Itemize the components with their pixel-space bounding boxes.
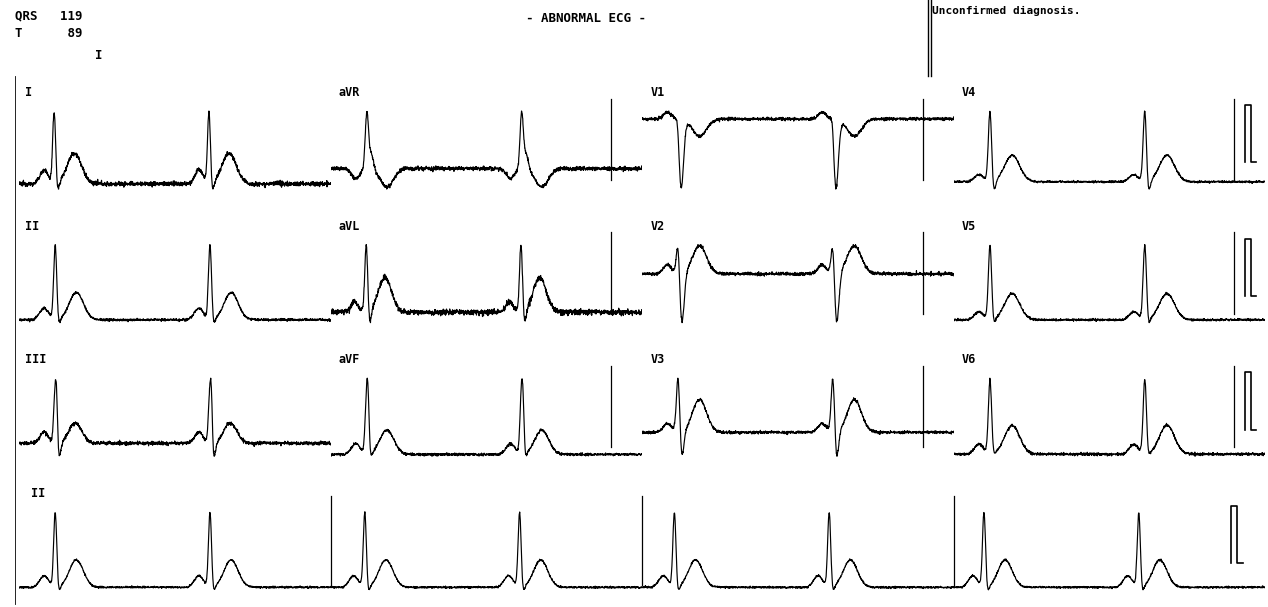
Text: V3: V3 <box>650 353 664 366</box>
Text: I: I <box>25 86 32 99</box>
Text: aVL: aVL <box>339 220 360 232</box>
Text: QRS   119: QRS 119 <box>15 9 82 22</box>
Text: V4: V4 <box>962 86 976 99</box>
Text: V2: V2 <box>650 220 664 232</box>
Text: V1: V1 <box>650 86 664 99</box>
Text: I: I <box>95 49 103 61</box>
Text: V6: V6 <box>962 353 976 366</box>
Text: aVR: aVR <box>339 86 360 99</box>
Text: Unconfirmed diagnosis.: Unconfirmed diagnosis. <box>932 6 1080 16</box>
Text: II: II <box>32 487 46 500</box>
Text: aVF: aVF <box>339 353 360 366</box>
Text: - ABNORMAL ECG -: - ABNORMAL ECG - <box>526 12 647 25</box>
Text: V5: V5 <box>962 220 976 232</box>
Text: III: III <box>25 353 47 366</box>
Text: II: II <box>25 220 39 232</box>
Text: T      89: T 89 <box>15 27 82 40</box>
